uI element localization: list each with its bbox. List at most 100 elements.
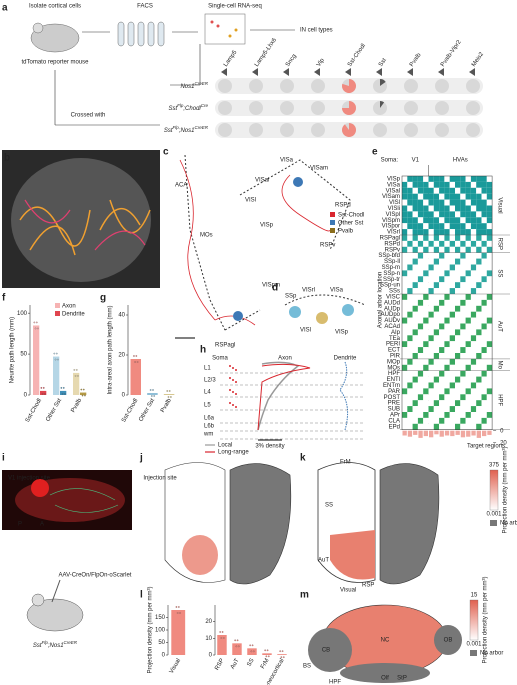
heat-cell xyxy=(449,353,455,359)
heat-cell xyxy=(486,388,493,395)
heat-cell xyxy=(402,417,408,424)
column-icon xyxy=(469,68,475,76)
heat-cell xyxy=(428,229,434,235)
heat-cell xyxy=(444,258,450,265)
heat-cell xyxy=(470,311,477,318)
heat-cell xyxy=(412,353,418,359)
heat-cell xyxy=(433,252,440,259)
heat-cell xyxy=(481,205,487,212)
heat-cell xyxy=(476,388,482,395)
heat-cell xyxy=(428,252,434,259)
heat-cell xyxy=(470,412,477,418)
heat-cell xyxy=(423,341,429,348)
soma-dot xyxy=(235,406,237,408)
heat-cell xyxy=(428,376,434,383)
heat-cell xyxy=(455,240,461,247)
bar xyxy=(73,372,80,395)
heat-cell xyxy=(470,264,477,271)
column-label: Pvalb-Vipr2 xyxy=(440,39,463,68)
heat-cell xyxy=(476,282,482,289)
label: 3% density xyxy=(255,444,284,450)
heat-cell xyxy=(449,223,455,230)
heat-cell xyxy=(402,394,408,401)
heat-cell xyxy=(465,335,471,342)
panel-letter: b xyxy=(4,153,10,164)
heat-cell xyxy=(486,335,493,342)
heat-cell xyxy=(486,187,493,194)
heat-cell xyxy=(465,205,471,212)
heat-cell xyxy=(460,358,466,365)
row-label: MOs xyxy=(387,365,400,371)
dot xyxy=(265,655,268,658)
heat-cell xyxy=(407,211,413,218)
row-label: SSp-tr xyxy=(383,277,400,283)
area-borders xyxy=(184,154,351,331)
label: V1 injection site xyxy=(8,476,51,482)
heat-cell xyxy=(439,305,445,312)
heat-cell xyxy=(465,176,471,182)
heat-cell xyxy=(481,423,487,430)
pie-base xyxy=(280,79,294,93)
heat-cell xyxy=(444,199,450,206)
x-tick-label: Sst-Chodl xyxy=(25,398,43,424)
heat-cell xyxy=(428,258,434,265)
heat-cell xyxy=(402,412,408,418)
bar xyxy=(277,654,287,655)
row-label: SSp-un xyxy=(380,283,400,289)
heat-cell xyxy=(455,270,461,277)
heat-cell xyxy=(465,323,471,330)
panel-letter: i xyxy=(2,453,5,464)
heat-cell xyxy=(433,193,440,200)
heat-cell xyxy=(402,294,408,300)
heat-cell xyxy=(402,323,408,330)
heat-cell xyxy=(412,370,418,377)
heat-cell xyxy=(449,187,455,194)
heat-cell xyxy=(412,235,418,241)
heat-cell xyxy=(412,341,418,348)
heat-cell xyxy=(460,370,466,377)
heat-cell xyxy=(470,394,477,401)
heat-cell xyxy=(449,370,455,377)
dot xyxy=(236,639,239,642)
dot xyxy=(264,649,266,652)
heat-cell xyxy=(433,270,440,277)
heat-cell xyxy=(481,364,487,371)
heat-cell xyxy=(402,270,408,277)
heat-cell xyxy=(439,353,445,359)
row-label: RSPv xyxy=(385,247,400,253)
heat-cell xyxy=(433,417,440,424)
heat-cell xyxy=(407,400,413,407)
heat-cell xyxy=(412,276,418,283)
x-tick-label: AuT xyxy=(230,658,241,671)
bar xyxy=(80,392,87,395)
heat-cell xyxy=(449,176,455,182)
heat-cell xyxy=(486,193,493,200)
heat-cell xyxy=(465,347,471,353)
heat-cell xyxy=(433,388,440,395)
heat-cell xyxy=(455,353,461,359)
heat-cell xyxy=(402,276,408,283)
tick-label: 150 xyxy=(155,615,166,621)
heat-cell xyxy=(449,376,455,383)
group-label: RSP xyxy=(496,238,502,250)
heat-cell xyxy=(412,299,418,306)
heat-cell xyxy=(449,388,455,395)
heat-cell xyxy=(470,370,477,377)
heat-cell xyxy=(417,211,424,218)
heat-cell xyxy=(465,400,471,407)
heat-cell xyxy=(417,176,424,182)
colorbar-label: Projection density (mm per mm³) xyxy=(483,576,489,663)
heat-cell xyxy=(439,205,445,212)
soma-dot xyxy=(235,381,237,383)
heat-cell xyxy=(423,388,429,395)
heat-cell xyxy=(486,246,493,253)
heat-cell xyxy=(476,240,482,247)
heat-cell xyxy=(412,394,418,401)
heat-cell xyxy=(439,258,445,265)
dot xyxy=(153,395,156,397)
heat-cell xyxy=(428,311,434,318)
heat-cell xyxy=(417,358,424,365)
dot xyxy=(237,645,240,648)
gene: Nos1 xyxy=(180,84,194,90)
heat-cell xyxy=(417,187,424,194)
